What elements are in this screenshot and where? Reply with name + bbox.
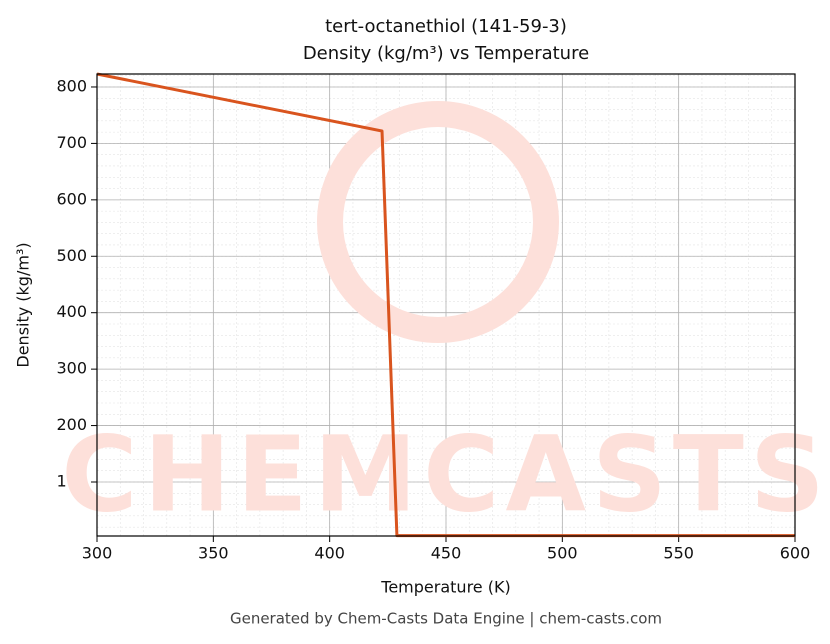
y-tick-label: 400 [56, 302, 87, 321]
watermark-text: CHEMCASTS [61, 413, 830, 535]
chart-subtitle: Density (kg/m³) vs Temperature [303, 43, 589, 64]
x-tick-label: 400 [314, 544, 345, 563]
y-tick-label: 800 [56, 76, 87, 95]
y-tick-label: 600 [56, 189, 87, 208]
x-tick-label: 600 [780, 544, 811, 563]
chart-title: tert-octanethiol (141-59-3) [325, 16, 567, 37]
plot-frame [96, 73, 796, 537]
y-tick-label: 500 [56, 246, 87, 265]
x-tick-label: 550 [663, 544, 694, 563]
x-tick-label: 350 [198, 544, 229, 563]
watermark-ring [317, 101, 559, 343]
footer: Generated by Chem-Casts Data Engine | ch… [230, 610, 662, 628]
x-axis-label: Temperature (K) [380, 578, 510, 597]
y-tick-label: 200 [56, 415, 87, 434]
x-tick-label: 500 [547, 544, 578, 563]
watermark: CHEMCASTS [61, 101, 830, 535]
y-tick-label: 700 [56, 133, 87, 152]
x-tick-label: 450 [431, 544, 462, 563]
y-axis-label: Density (kg/m³) [14, 242, 33, 367]
y-tick-label: 300 [56, 359, 87, 378]
x-tick-label: 300 [82, 544, 113, 563]
y-tick-label: 100 [56, 471, 87, 490]
